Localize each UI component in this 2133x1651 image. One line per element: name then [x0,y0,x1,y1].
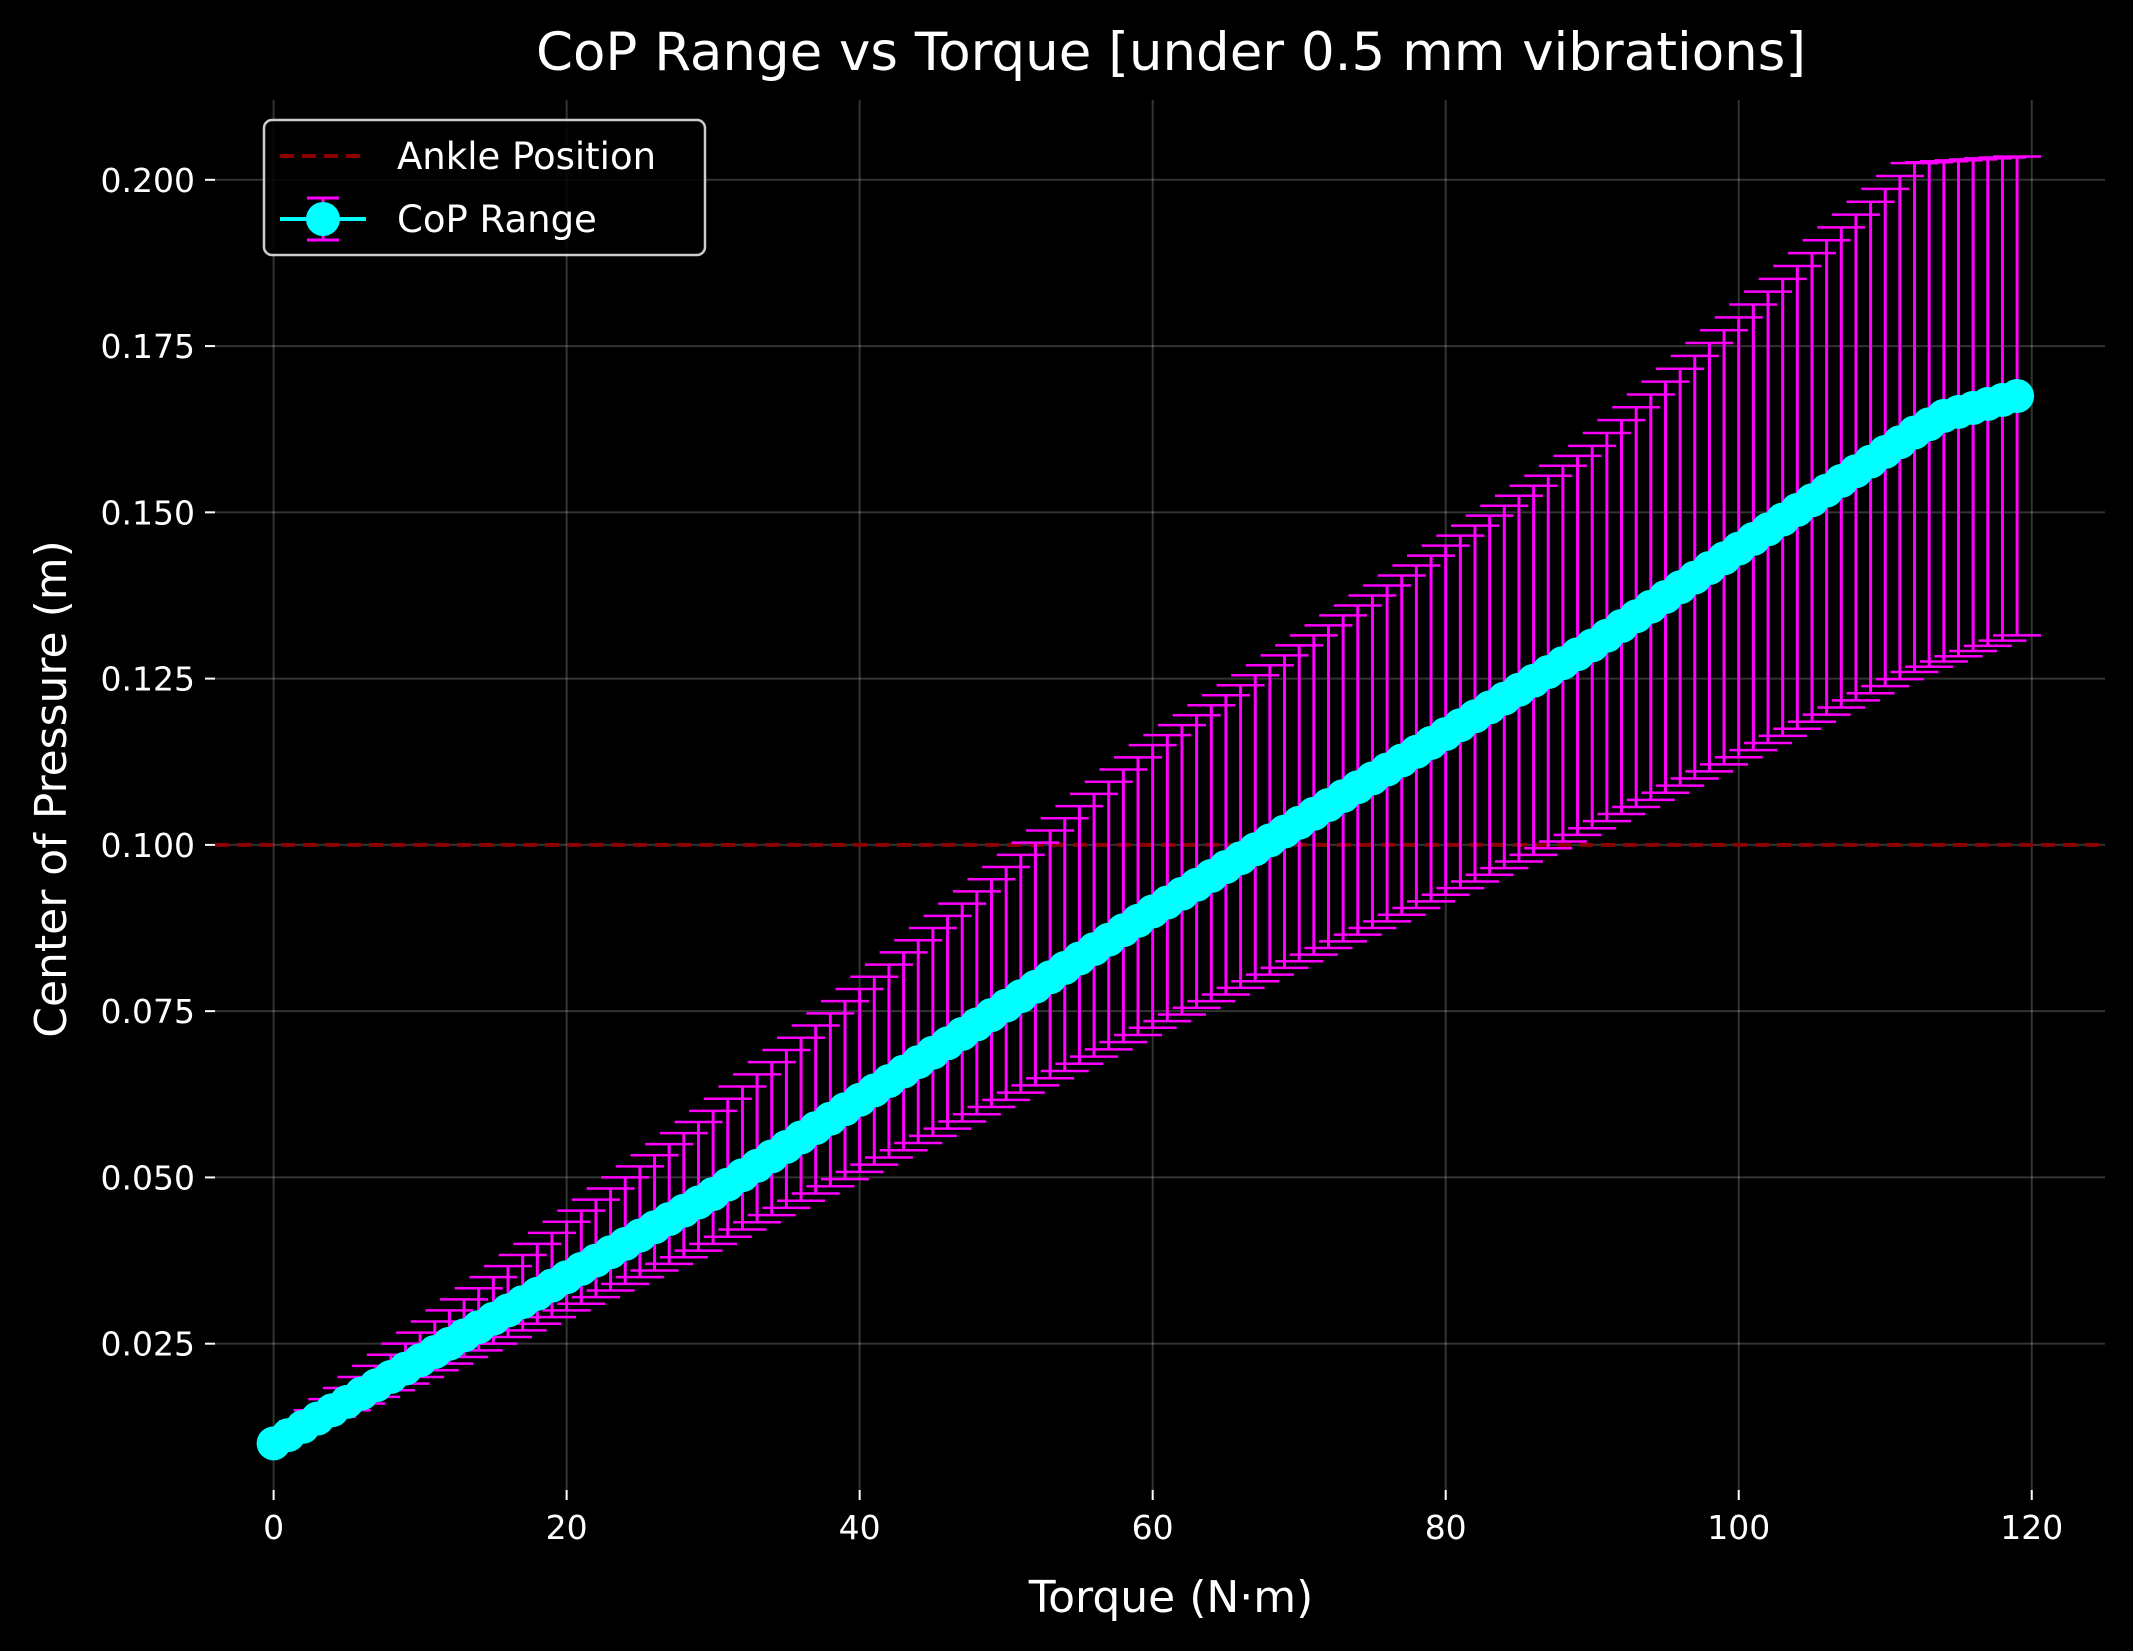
x-tick-label: 80 [1425,1508,1467,1547]
y-tick-label: 0.150 [101,493,195,532]
legend-box [262,118,707,257]
x-tick-label: 20 [546,1508,588,1547]
chart-title: CoP Range vs Torque [under 0.5 mm vibrat… [536,22,1806,83]
y-tick-label: 0.200 [101,161,195,200]
legend-ankle-label: Ankle Position [397,135,656,178]
y-tick-label: 0.100 [101,826,195,865]
x-tick-label: 60 [1132,1508,1174,1547]
legend-cop-marker [306,202,340,236]
x-tick-label: 120 [2000,1508,2063,1547]
cop-range-marker [2000,379,2035,413]
y-axis-title: Center of Pressure (m) [26,540,77,1038]
legend: Ankle Position CoP Range [262,118,707,257]
y-tick-label: 0.125 [101,660,195,699]
x-tick-label: 40 [839,1508,881,1547]
y-tick-label: 0.075 [101,992,195,1031]
x-tick-label: 0 [263,1508,284,1547]
y-tick-label: 0.025 [101,1325,195,1364]
legend-cop-label: CoP Range [397,198,597,241]
y-tick-label: 0.175 [101,327,195,366]
cop-range-series [256,379,2035,1461]
y-tick-label: 0.050 [101,1158,195,1197]
x-tick-label: 100 [1707,1508,1770,1547]
axes: 0 20 40 60 80 100 120 0.025 0.050 0.075 0.100 0.125… [101,161,2064,1547]
x-axis-title: Torque (N·m) [1028,1572,1314,1623]
